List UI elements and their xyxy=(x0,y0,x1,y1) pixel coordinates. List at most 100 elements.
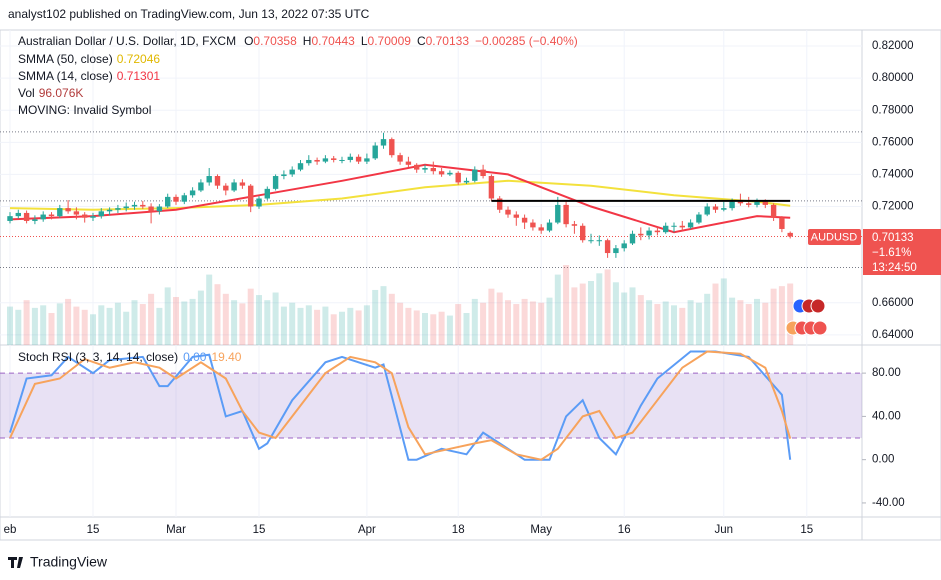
volume-bar xyxy=(48,313,55,345)
volume-bar xyxy=(214,284,221,345)
candle-body xyxy=(438,171,445,175)
tag-price: 0.70133 xyxy=(872,232,914,244)
volume-bar xyxy=(596,273,603,345)
volume-bar xyxy=(405,307,412,345)
candle-body xyxy=(15,212,21,217)
volume-bar xyxy=(695,302,702,345)
volume-bar xyxy=(206,274,213,345)
candle-body xyxy=(530,222,536,228)
candle-body xyxy=(546,222,553,231)
volume-bar xyxy=(745,304,752,345)
volume-bar xyxy=(297,307,304,345)
candle-body xyxy=(754,201,760,205)
volume-bar xyxy=(455,304,462,345)
ohlc-key: O xyxy=(244,34,253,48)
candle-body xyxy=(596,240,602,242)
candle-body xyxy=(314,159,320,162)
candle-body xyxy=(198,182,204,191)
candle-body xyxy=(82,214,88,218)
candle-body xyxy=(654,230,661,233)
volume-bar xyxy=(422,313,428,345)
x-tick-label: Jun xyxy=(715,524,734,536)
candle-body xyxy=(165,196,171,207)
ohlc-value: 0.70133 xyxy=(426,34,470,48)
candle-body xyxy=(65,208,71,212)
volume-bar xyxy=(114,302,121,345)
candle-body xyxy=(181,195,187,202)
volume-bar xyxy=(280,306,287,345)
candle-body xyxy=(513,214,519,218)
candle-body xyxy=(497,198,503,210)
volume-bar xyxy=(588,281,594,345)
ohlc-value: 0.70443 xyxy=(311,34,355,48)
volume-bar xyxy=(197,290,204,345)
candle-body xyxy=(447,172,453,175)
y-tick-label: 0.66000 xyxy=(872,297,914,309)
price-tag: AUDUSD 0.70133 −1.61% 13:24:50 xyxy=(808,229,941,275)
volume-bar xyxy=(529,301,536,345)
volume-bar xyxy=(148,293,155,345)
volume-bar xyxy=(637,295,644,345)
candle-body xyxy=(563,204,569,225)
candle-body xyxy=(364,158,370,162)
volume-bar xyxy=(7,306,13,345)
volume-bar xyxy=(471,298,478,345)
marks: 0.82000 0.80000 0.78000 0.76000 0.74000 0.720… xyxy=(0,30,914,536)
volume-bar xyxy=(347,307,354,345)
volume-bar xyxy=(15,309,22,345)
price-box xyxy=(863,229,941,275)
volume-bar xyxy=(754,298,760,345)
volume-bar xyxy=(372,289,379,345)
volume-bar xyxy=(513,304,520,345)
volume-bar xyxy=(305,305,312,345)
volume-bar xyxy=(31,307,38,345)
candle-body xyxy=(189,190,196,196)
volume-bar xyxy=(413,310,420,345)
y-tick-label: 0.80000 xyxy=(872,72,914,84)
volume-bar xyxy=(505,300,511,345)
candle-body xyxy=(729,201,735,209)
moving-average xyxy=(9,179,791,211)
header: Australian Dollar / U.S. Dollar, 1D, FXC… xyxy=(18,34,578,364)
volume-bar xyxy=(662,301,669,345)
candle-body xyxy=(762,201,768,205)
volume-bar xyxy=(330,314,337,345)
x-tick-label: 15 xyxy=(800,524,813,536)
volume-bar xyxy=(737,300,744,345)
candle-body xyxy=(281,174,287,177)
volume-bar xyxy=(554,274,561,345)
volume-bar xyxy=(430,314,437,345)
candle-body xyxy=(721,208,727,210)
candle-body xyxy=(770,204,777,218)
volume-bar xyxy=(488,288,495,345)
volume-bar xyxy=(720,278,727,345)
x-tick-label: Apr xyxy=(358,524,376,536)
candle-body xyxy=(555,204,561,223)
stoch-line xyxy=(9,350,792,461)
candle-body xyxy=(397,155,403,162)
candle-body xyxy=(131,204,138,207)
candle-body xyxy=(580,225,586,241)
volume-bar xyxy=(380,286,387,345)
volume-bar xyxy=(571,287,578,345)
footer: TradingView xyxy=(8,554,108,570)
y-tick-label: 0.74000 xyxy=(872,168,914,180)
frame xyxy=(0,29,941,541)
volume-bar xyxy=(131,300,138,345)
change: −0.00285 (−0.40%) xyxy=(475,34,578,48)
candle-body xyxy=(571,224,578,226)
volume-bar xyxy=(222,293,229,345)
volume-bar xyxy=(496,292,503,345)
volume-bar xyxy=(289,302,296,345)
volume-bar xyxy=(181,301,188,345)
tag-change: −1.61% xyxy=(872,247,911,259)
candle-body xyxy=(23,212,30,221)
candle-body xyxy=(538,227,544,231)
candle-body xyxy=(57,208,63,217)
volume-bar xyxy=(687,300,694,345)
volume-bar xyxy=(322,306,329,345)
volume-bar xyxy=(388,293,395,345)
candle-body xyxy=(347,156,353,160)
